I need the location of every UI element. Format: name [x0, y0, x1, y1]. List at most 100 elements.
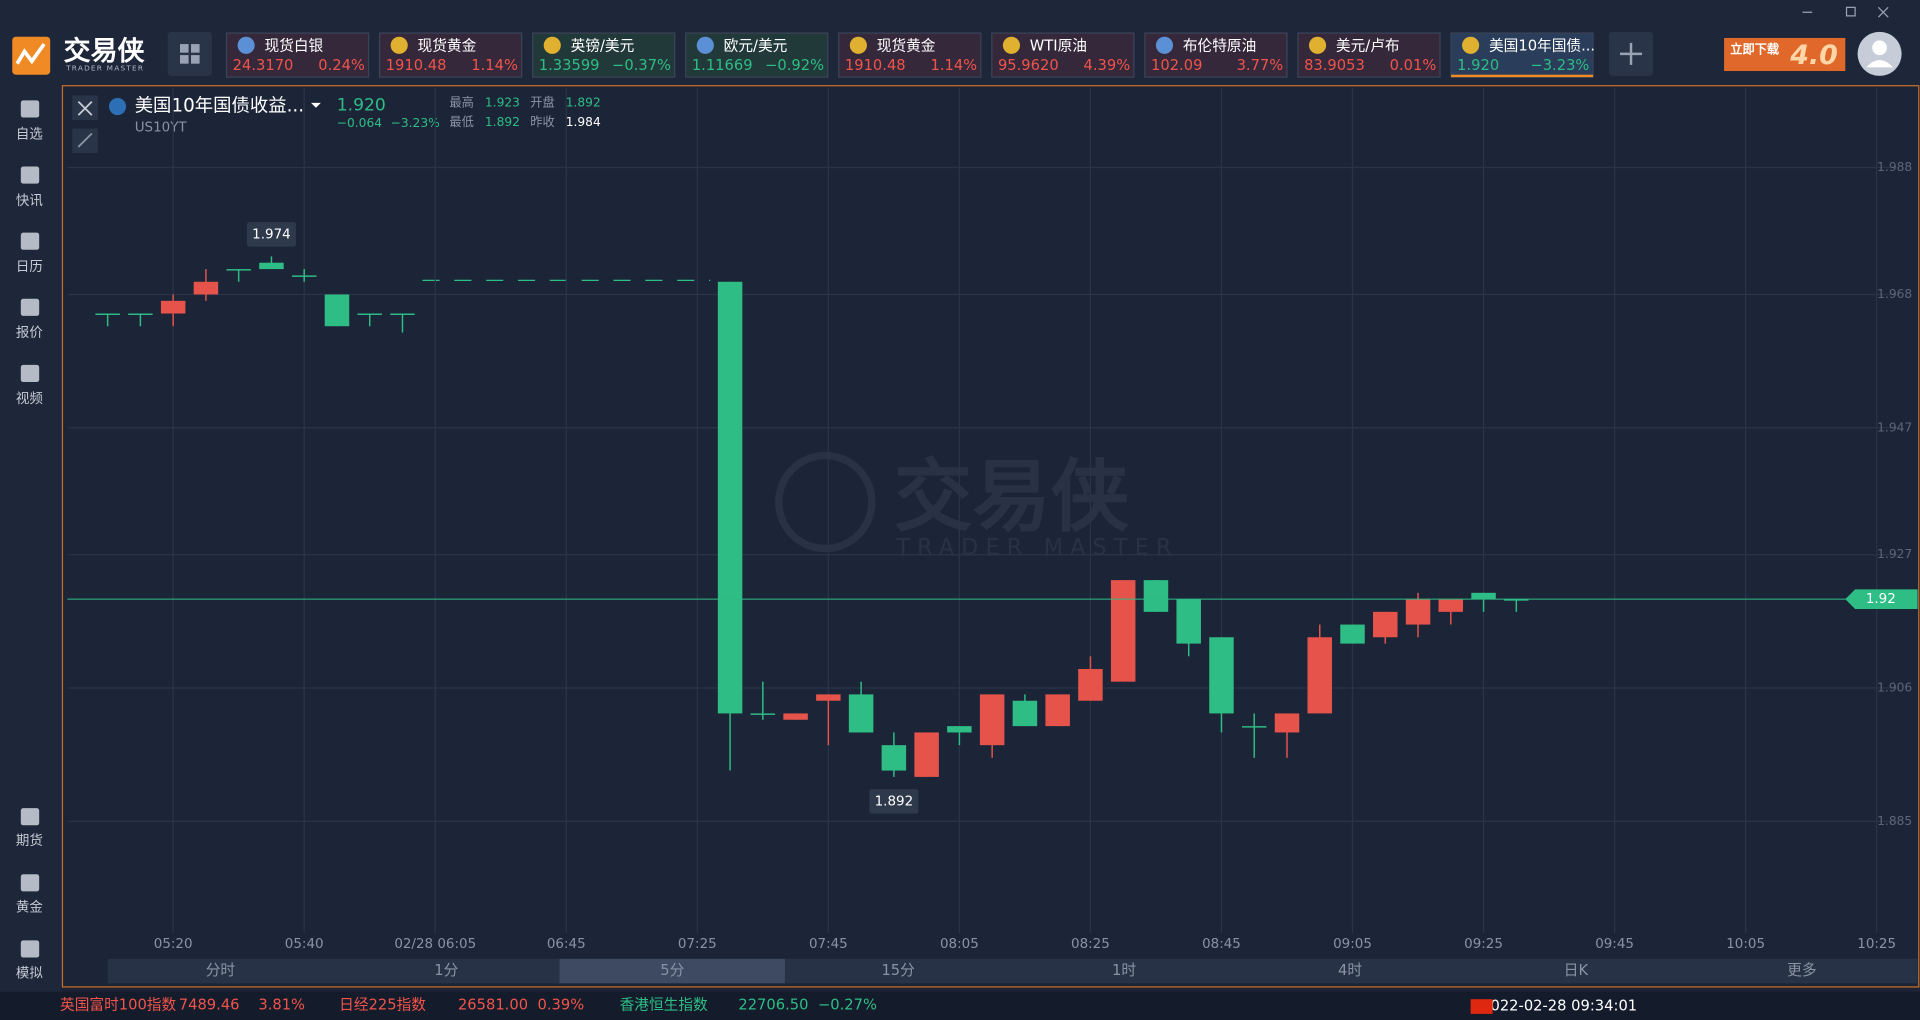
window-controls[interactable] — [1802, 6, 1889, 18]
candle-body — [226, 269, 251, 271]
tab-change: 1.14% — [930, 57, 977, 74]
datetime: 2022-02-28 09:34:01 — [1481, 998, 1637, 1015]
tab-price: 24.3170 — [233, 57, 294, 74]
tab-icon — [543, 36, 561, 54]
avatar-body — [1866, 60, 1894, 68]
tab-name: 英镑/美元 — [571, 37, 635, 55]
annotation-box — [869, 789, 919, 814]
ticker-bar — [0, 991, 1920, 1020]
y-tick-label: 1.968 — [1877, 287, 1912, 301]
dynamic-layer: 现货白银 24.3170 0.24% 现货黄金 1910.48 1.14% 英镑/美元 1.3… — [16, 32, 1918, 1013]
title-dropdown[interactable] — [311, 102, 321, 108]
tab-change: 0.01% — [1390, 57, 1437, 74]
sidebar-item[interactable]: 黄金 — [16, 899, 43, 915]
tab-name: 布伦特原油 — [1183, 38, 1256, 55]
sidebar-item[interactable]: 期货 — [16, 832, 43, 849]
period-button[interactable]: 分时 — [206, 962, 236, 979]
candle-body — [1209, 637, 1234, 714]
y-tick-label: 1.947 — [1877, 420, 1912, 434]
sidebar-item[interactable]: 报价 — [16, 325, 43, 341]
symbol-icon — [108, 97, 127, 116]
candle-body — [1012, 700, 1038, 727]
quote-tab[interactable] — [838, 32, 982, 78]
x-tick-label: 06:45 — [547, 937, 586, 952]
x-tick-label: 09:45 — [1595, 937, 1634, 952]
watermark-title: 交易侠 — [894, 452, 1130, 543]
candle-body — [1340, 624, 1365, 644]
chart-panel — [61, 85, 1920, 988]
period-button[interactable]: 15分 — [881, 962, 915, 979]
candle-body — [1307, 637, 1332, 714]
period-button[interactable]: 更多 — [1787, 962, 1816, 979]
y-tick-label: 1.906 — [1877, 681, 1912, 695]
period-button[interactable]: 5分 — [660, 962, 684, 979]
candle-body — [1274, 713, 1300, 733]
tab-price: 1.11669 — [692, 57, 753, 74]
collapse-icon — [77, 132, 93, 148]
logo-icon — [12, 36, 51, 75]
candle-body — [1504, 599, 1529, 601]
sidebar-item[interactable]: 日历 — [16, 260, 43, 275]
tab-price: 95.9620 — [998, 57, 1059, 74]
sidebar-item[interactable]: 快讯 — [16, 193, 43, 209]
quote-tab[interactable] — [532, 32, 676, 78]
ticker-change: 0.39% — [538, 996, 585, 1013]
candle-body — [816, 694, 841, 701]
x-tick-label: 08:25 — [1071, 937, 1110, 952]
candle-body — [979, 694, 1005, 746]
x-tick-label: 02/28 06:05 — [394, 937, 476, 952]
x-tick-label: 10:05 — [1726, 937, 1765, 952]
x-tick-label: 09:25 — [1464, 937, 1503, 952]
candle-body — [783, 713, 808, 720]
grid-button[interactable] — [167, 31, 212, 76]
candle-body — [1241, 726, 1267, 728]
stat-label: 最高 — [449, 94, 473, 109]
period-button[interactable]: 日K — [1564, 962, 1589, 979]
sidebar-item[interactable]: 模拟 — [16, 965, 43, 981]
annotation-label: 1.892 — [875, 794, 914, 809]
symbol-code: US10YT — [135, 120, 188, 135]
candle-body — [848, 694, 874, 733]
candle-body — [947, 726, 972, 733]
sidebar-icon — [20, 232, 40, 250]
ticker-change: 3.81% — [258, 996, 305, 1013]
annotation-label: 1.974 — [252, 227, 291, 242]
candle-body — [357, 313, 382, 315]
stat-label: 开盘 — [530, 94, 554, 109]
x-tick-label: 10:25 — [1857, 937, 1896, 952]
x-tick-label: 05:40 — [285, 937, 324, 952]
candle-body — [1045, 694, 1070, 727]
candle-body — [95, 313, 120, 315]
logo-text: 交易侠 — [64, 35, 145, 67]
candle-body — [1373, 611, 1398, 638]
chart-title: 美国10年国债收益... — [135, 96, 304, 117]
sidebar-icon — [20, 874, 40, 892]
sidebar-item[interactable]: 视频 — [16, 391, 43, 407]
tab-change: 1.14% — [471, 57, 518, 74]
period-button[interactable]: 1分 — [434, 962, 458, 979]
sidebar-item[interactable]: 自选 — [16, 127, 43, 143]
period-button[interactable]: 1时 — [1112, 962, 1136, 979]
watermark-logo — [775, 451, 876, 553]
tab-name: 欧元/美元 — [724, 38, 788, 55]
sidebar-icon — [20, 808, 40, 826]
period-bar — [107, 958, 1918, 984]
period-button[interactable]: 4时 — [1338, 962, 1362, 979]
period-active — [559, 958, 785, 984]
x-tick-label: 07:45 — [809, 937, 848, 952]
tab-price: 102.09 — [1151, 57, 1202, 74]
avatar-head — [1872, 40, 1887, 56]
y-tick-label: 1.885 — [1877, 814, 1912, 828]
tab-icon — [849, 36, 867, 54]
promo-text: 立即下载 — [1730, 42, 1780, 57]
ticker-name: 香港恒生指数 — [620, 996, 708, 1013]
tab-name: WTI原油 — [1030, 38, 1087, 55]
active-indicator — [1451, 74, 1594, 78]
candle-body — [128, 313, 153, 315]
tab-icon — [390, 36, 408, 54]
promo-banner[interactable] — [1724, 37, 1846, 72]
promo-version: 4.0 — [1789, 40, 1838, 71]
x-tick-label: 09:05 — [1333, 937, 1372, 952]
